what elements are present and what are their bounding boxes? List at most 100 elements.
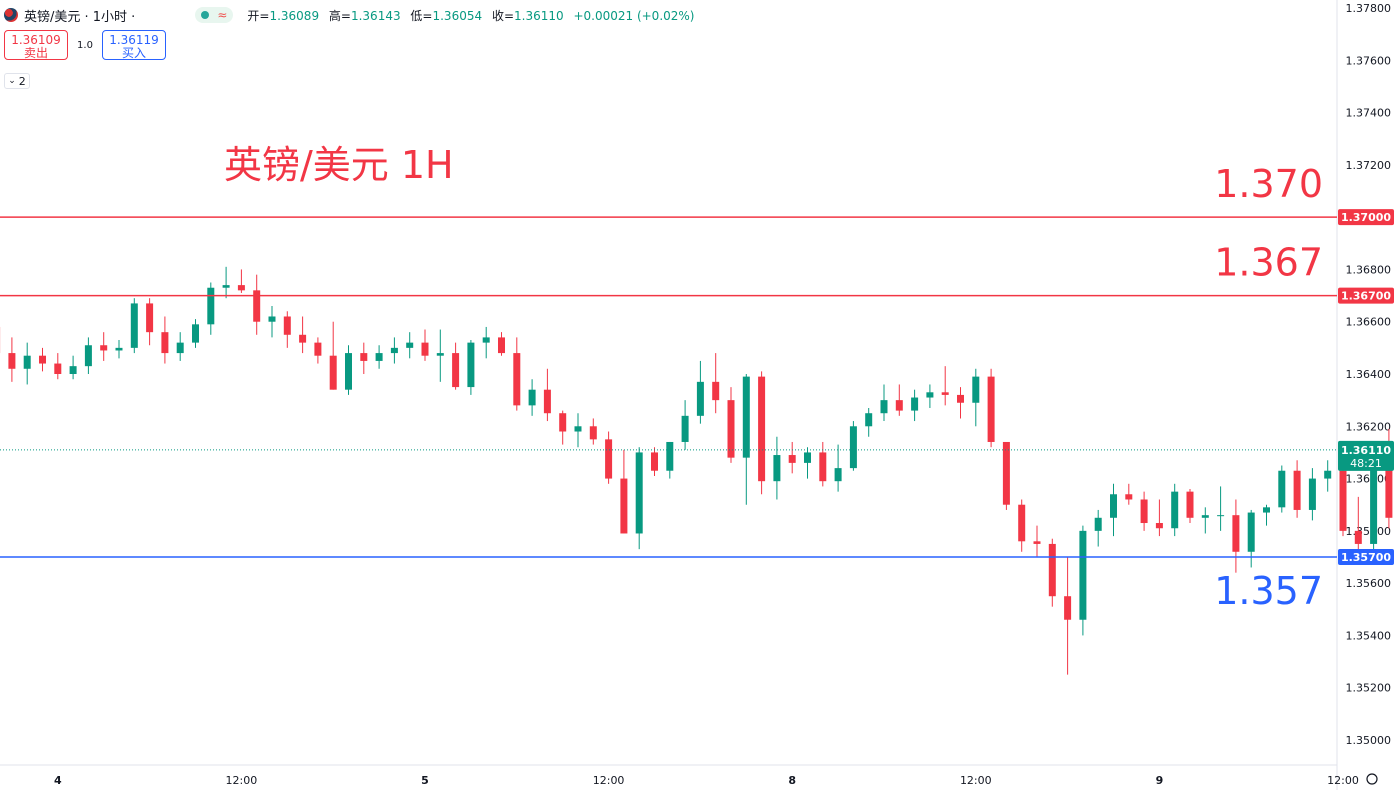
candle-body — [1064, 596, 1071, 620]
candle-body — [926, 392, 933, 397]
price-tick-label: 1.37800 — [1346, 2, 1392, 15]
candle-body — [1187, 492, 1194, 518]
candle-body — [804, 452, 811, 462]
sell-label: 卖出 — [5, 47, 67, 60]
candle-body — [758, 377, 765, 482]
candle-body — [498, 337, 505, 353]
time-tick-label: 9 — [1156, 774, 1164, 787]
buy-button[interactable]: 1.36119 买入 — [102, 30, 166, 60]
market-open-dot-icon — [201, 11, 209, 19]
settings-icon — [1367, 774, 1377, 784]
candle-body — [299, 335, 306, 343]
candle-body — [544, 390, 551, 414]
time-tick-label: 12:00 — [960, 774, 992, 787]
trade-panel: 1.36109 卖出 1.0 1.36119 买入 — [4, 30, 166, 60]
level-price-tag-text: 1.37000 — [1341, 211, 1391, 224]
candle-body — [1049, 544, 1056, 596]
candle-body — [177, 343, 184, 353]
candle-body — [422, 343, 429, 356]
candle-body — [575, 426, 582, 431]
ohlc-low-value: 1.36054 — [432, 9, 482, 23]
candle-body — [1232, 515, 1239, 552]
candle-body — [1294, 471, 1301, 510]
spread-value: 1.0 — [68, 40, 102, 51]
candle-body — [54, 364, 61, 374]
candle-body — [743, 377, 750, 458]
candle-body — [345, 353, 352, 390]
time-tick-label: 12:00 — [593, 774, 625, 787]
level-price-tag-text: 1.36700 — [1341, 290, 1391, 303]
time-tick-label: 8 — [788, 774, 796, 787]
ohlc-change-value: +0.00021 (+0.02%) — [573, 9, 694, 23]
candle-body — [1018, 505, 1025, 542]
candle-body — [1324, 471, 1331, 479]
candle-body — [896, 400, 903, 410]
candle-body — [223, 285, 230, 288]
candle-body — [835, 468, 842, 481]
candle-body — [85, 345, 92, 366]
sell-button[interactable]: 1.36109 卖出 — [4, 30, 68, 60]
price-tick-label: 1.35400 — [1346, 629, 1392, 642]
candle-body — [712, 382, 719, 400]
candle-body — [131, 303, 138, 347]
last-price-tag-text: 1.36110 — [1341, 444, 1391, 457]
time-tick-label: 4 — [54, 774, 62, 787]
ohlc-readout: 开=1.36089 高=1.36143 低=1.36054 收=1.36110 … — [247, 7, 700, 24]
price-tick-label: 1.37600 — [1346, 54, 1392, 67]
candle-body — [1263, 507, 1270, 512]
candle-body — [1034, 541, 1041, 544]
ohlc-open-label: 开= — [247, 9, 269, 23]
market-status-pill[interactable]: ≈ — [195, 7, 233, 23]
candle-body — [666, 442, 673, 471]
price-tick-label: 1.36600 — [1346, 316, 1392, 329]
symbol-title[interactable]: 英镑/美元 · 1小时 · — [24, 6, 135, 25]
candle-body — [238, 285, 245, 290]
candle-body — [789, 455, 796, 463]
candle-body — [1278, 471, 1285, 508]
time-tick-label: 12:00 — [1327, 774, 1359, 787]
candle-body — [100, 345, 107, 350]
price-tick-label: 1.35800 — [1346, 525, 1392, 538]
candle-body — [1171, 492, 1178, 529]
candle-body — [1156, 523, 1163, 528]
candle-body — [988, 377, 995, 442]
chevron-down-icon: ⌄ — [8, 76, 16, 86]
candle-body — [1141, 499, 1148, 523]
candle-body — [1003, 442, 1010, 505]
candle-body — [972, 377, 979, 403]
annotation-title: 英镑/美元 1H — [224, 143, 454, 187]
level-label: 1.367 — [1214, 241, 1323, 285]
candle-body — [269, 316, 276, 321]
ohlc-low-label: 低= — [410, 9, 432, 23]
candle-body — [483, 337, 490, 342]
candle-body — [406, 343, 413, 348]
candle-body — [314, 343, 321, 356]
buy-label: 买入 — [103, 47, 165, 60]
candle-body — [605, 439, 612, 478]
candle-body — [1110, 494, 1117, 518]
candle-body — [1125, 494, 1132, 499]
candle-body — [284, 316, 291, 334]
ohlc-high-value: 1.36143 — [351, 9, 401, 23]
candle-body — [911, 398, 918, 411]
candle-body — [1355, 531, 1362, 544]
candle-body — [39, 356, 46, 364]
symbol-header: 英镑/美元 · 1小时 · ≈ 开=1.36089 高=1.36143 低=1.… — [4, 4, 700, 26]
time-tick-label: 12:00 — [226, 774, 258, 787]
candle-body — [70, 366, 77, 374]
bar-countdown: 48:21 — [1350, 457, 1382, 470]
candle-body — [590, 426, 597, 439]
candle-body — [513, 353, 520, 405]
candle-body — [850, 426, 857, 468]
candle-body — [865, 413, 872, 426]
candle-body — [207, 288, 214, 325]
price-tick-label: 1.36800 — [1346, 263, 1392, 276]
candle-body — [1309, 479, 1316, 510]
indicators-toggle[interactable]: ⌄ 2 — [4, 73, 30, 89]
price-tick-label: 1.36000 — [1346, 473, 1392, 486]
ohlc-close-label: 收= — [492, 9, 514, 23]
candle-body — [360, 353, 367, 361]
price-tick-label: 1.37400 — [1346, 107, 1392, 120]
